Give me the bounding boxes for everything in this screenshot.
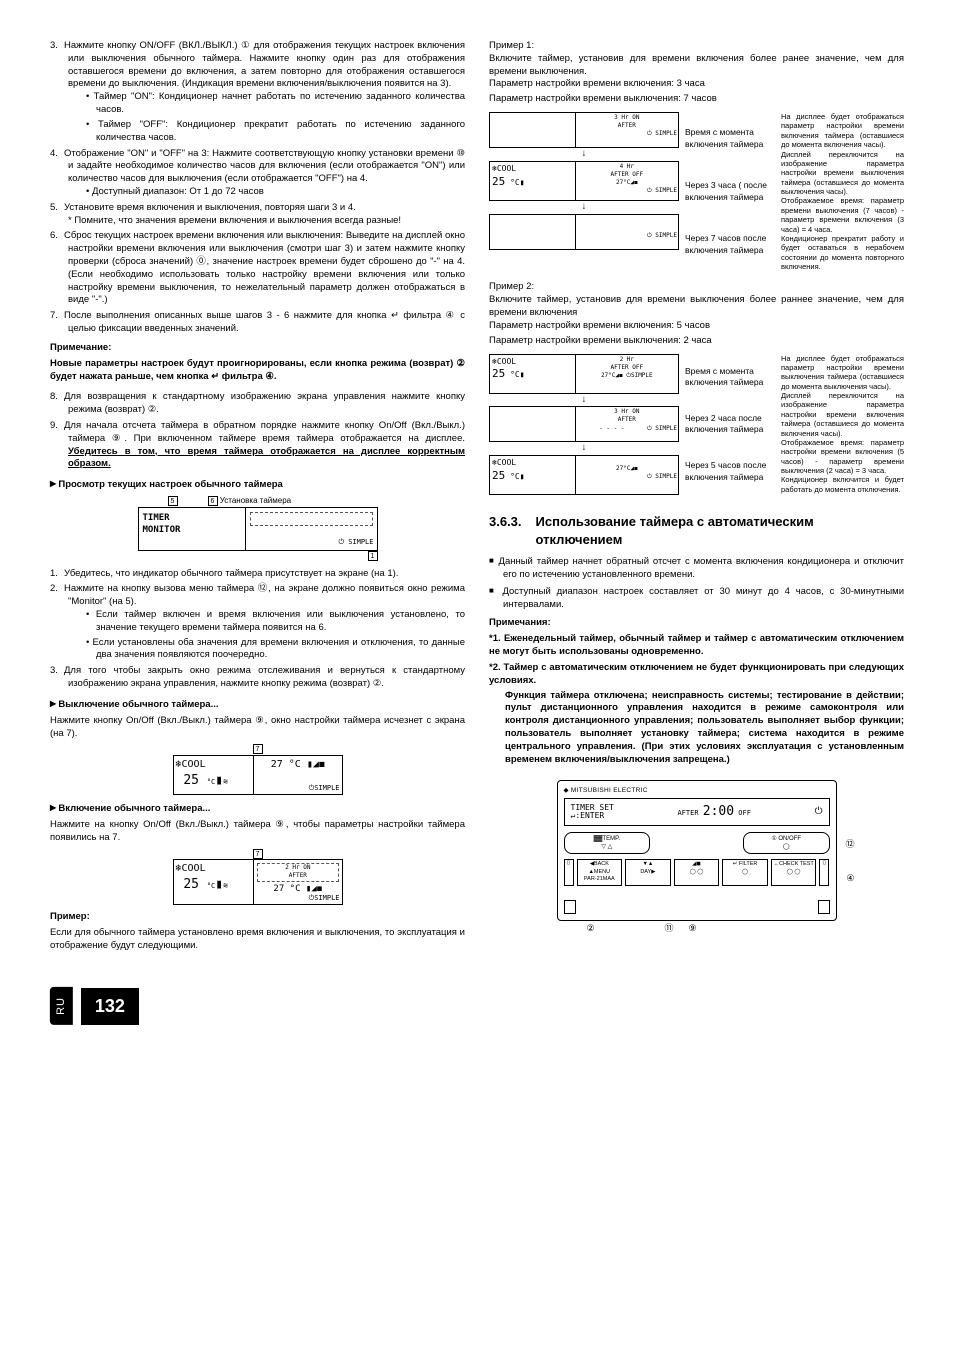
note-star-1: *1. Еженедельный таймер, обычный таймер … [489,633,904,659]
note-heading: Примечание: [50,342,465,355]
example-heading: Пример: [50,911,465,924]
ex1-side-text: На дисплее будет отображаться параметр н… [781,112,904,271]
figure-off: 7 ❄COOL 25 °C▮≋ 27 °C ▮◢◼ ⏻SIMPLE [173,744,343,795]
view-2: 2.Нажмите на кнопку вызова меню таймера … [50,583,465,662]
off-heading: Выключение обычного таймера... [50,699,465,712]
ex1-param-off: Параметр настройки времени выключения: 7… [489,93,904,106]
figure-timer-monitor: 5 6 Установка таймера TIMER MONITOR ⏻ SI… [138,496,378,562]
sq-1: Данный таймер начнет обратный отсчет с м… [489,556,904,582]
page-number: 132 [81,988,139,1024]
view-3: 3.Для того чтобы закрыть окно режима отс… [50,665,465,691]
step-5: 5.Установите время включения и выключени… [50,202,465,228]
on-heading: Включение обычного таймера... [50,803,465,816]
step-4: 4.Отображение "ON" и "OFF" на 3: Нажмите… [50,148,465,199]
ex2-side-text: На дисплее будет отображаться параметр н… [781,354,904,496]
sq-2: Доступный диапазон настроек составляет о… [489,586,904,612]
step-3-bullet-2: Таймер "OFF": Кондиционер прекратит рабо… [86,119,465,145]
example-body: Если для обычного таймера установлено вр… [50,927,465,953]
step-4-bullet-1: Доступный диапазон: От 1 до 72 часов [86,186,465,199]
step-9: 9.Для начала отсчета таймера в обратном … [50,420,465,471]
example2-heading: Пример 2: [489,281,904,294]
page-footer: RU 132 [50,987,904,1025]
note-star-2: *2. Таймер с автоматическим отключением … [489,662,904,688]
step-5-note: * Помните, что значения времени включени… [68,215,465,228]
on-body: Нажмите на кнопку On/Off (Вкл./Выкл.) та… [50,819,465,845]
view-1: 1.Убедитесь, что индикатор обычного тайм… [50,568,465,581]
ex1-param-on: Параметр настройки времени включения: 3 … [489,78,904,91]
right-column: Пример 1: Включите таймер, установив для… [489,40,904,953]
off-body: Нажмите кнопку On/Off (Вкл./Выкл.) тайме… [50,715,465,741]
notes-heading: Примечания: [489,617,904,630]
lang-tab: RU [50,987,73,1025]
note-star-2b: Функция таймера отключена; неисправность… [489,690,904,767]
example2-diagram: ❄COOL25 °C▮2 HrAFTER OFF27°C◢◼ ⏻SIMPLE ↓… [489,354,904,496]
step-7: 7.После выполнения описанных выше шагов … [50,310,465,336]
section-3-6-3: 3.6.3. Использование таймера с автоматич… [489,513,904,548]
example1-body: Включите таймер, установив для времени в… [489,53,904,79]
step-3: 3.Нажмите кнопку ON/OFF (ВКЛ./ВЫКЛ.) ① д… [50,40,465,145]
example1-diagram: 3 Hr ONAFTER⏻ SIMPLE ↓ ❄COOL25 °C▮4 HrAF… [489,112,904,271]
left-column: 3.Нажмите кнопку ON/OFF (ВКЛ./ВЫКЛ.) ① д… [50,40,465,953]
example1-heading: Пример 1: [489,40,904,53]
view-heading: Просмотр текущих настроек обычного тайме… [50,479,465,492]
note-body: Новые параметры настроек будут проигнори… [50,358,465,384]
example2-body: Включите таймер, установив для времени в… [489,294,904,320]
view-2-bullet-1: Если таймер включен и время включения ил… [86,609,465,635]
step-6: 6.Сброс текущих настроек времени включен… [50,230,465,307]
figure-on: 7 ❄COOL 25 °C▮≋ 2 Hr ONAFTER 27 °C ▮◢◼ ⏻… [173,849,343,906]
view-2-bullet-2: Если установлены оба значения для времен… [86,637,465,663]
step-3-bullet-1: Таймер "ON": Кондиционер начнет работать… [86,91,465,117]
figure-remote-controller: ◆ MITSUBISHI ELECTRIC TIMER SET↵:ENTER A… [557,780,837,920]
ex2-param-on: Параметр настройки времени включения: 5 … [489,320,904,333]
step-8: 8.Для возвращения к стандартному изображ… [50,391,465,417]
ex2-param-off: Параметр настройки времени выключения: 2… [489,335,904,348]
